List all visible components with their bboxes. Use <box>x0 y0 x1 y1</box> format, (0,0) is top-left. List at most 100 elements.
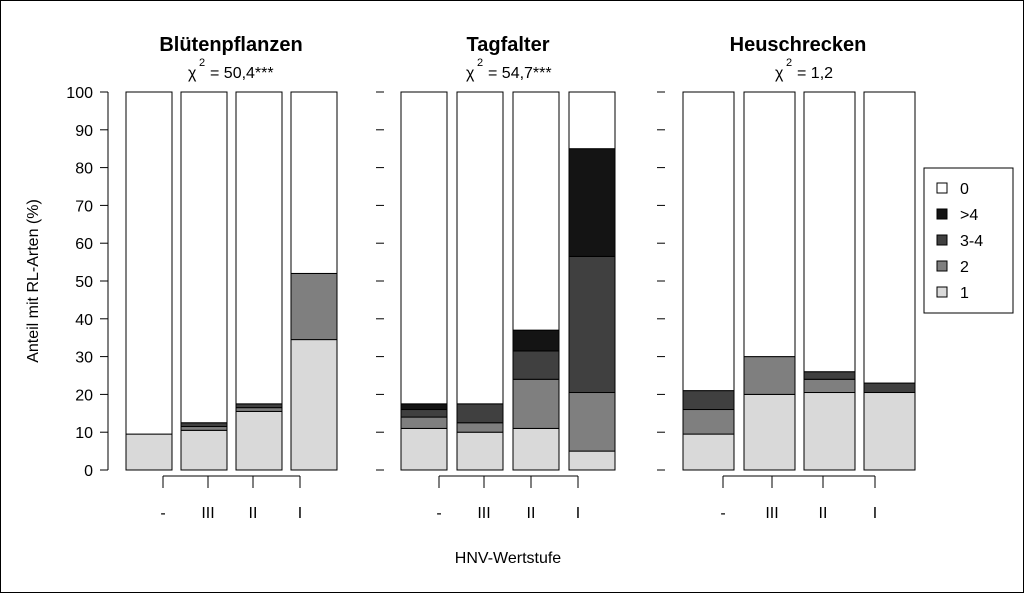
bar-segment-1 <box>863 392 916 471</box>
x-axis: - III II I <box>436 475 580 522</box>
bar-segment-0 <box>803 91 856 373</box>
bar-segment-0 <box>290 91 338 274</box>
bar-segment-3-4 <box>400 409 448 418</box>
chi-value: = 50,4*** <box>210 65 274 82</box>
legend-swatch <box>936 286 948 298</box>
bar-segment-1 <box>512 427 560 471</box>
bar-segment-2 <box>568 392 616 452</box>
legend-swatch <box>936 182 948 194</box>
y-tick-label: 70 <box>75 198 93 215</box>
y-tick-label: 10 <box>75 425 93 442</box>
x-tick-label: I <box>298 505 302 522</box>
panel-title: Blütenpflanzen <box>159 34 302 56</box>
x-axis-label: HNV-Wertstufe <box>455 550 562 567</box>
legend-swatch <box>936 260 948 272</box>
bar-segment-0 <box>863 91 916 384</box>
y-tick-label: 40 <box>75 312 93 329</box>
chi-square-annotation: χ 2 = 54,7*** <box>466 57 552 82</box>
bar-segment-3-4 <box>512 350 560 380</box>
bar-segment-2 <box>512 378 560 429</box>
bar-segment-1 <box>125 433 173 471</box>
legend-swatch <box>936 234 948 246</box>
bar-segment-1 <box>743 393 796 471</box>
bar-segment-3-4 <box>568 255 616 394</box>
x-tick-label: III <box>201 505 214 522</box>
bar-segment-0 <box>235 91 283 405</box>
x-axis: - III II I <box>720 475 877 522</box>
bar-segment-2 <box>682 409 735 435</box>
bar-segment-1 <box>235 410 283 471</box>
chi-superscript: 2 <box>199 57 205 69</box>
chi-superscript: 2 <box>786 57 792 69</box>
bar-segment-0 <box>180 91 228 424</box>
bar-segment-3-4 <box>803 371 856 380</box>
bar-segment-3-4 <box>456 403 504 424</box>
bar-segment-1 <box>180 429 228 471</box>
x-tick-label: III <box>477 505 490 522</box>
y-tick-label: 50 <box>75 274 93 291</box>
bar-segment-gt4 <box>512 329 560 352</box>
x-axis: - III II I <box>160 475 302 522</box>
chi-square-annotation: χ 2 = 50,4*** <box>188 57 274 82</box>
bar-segment-2 <box>235 407 283 412</box>
panel-title: Heuschrecken <box>730 34 867 56</box>
x-tick-label: II <box>527 505 536 522</box>
x-tick-label: - <box>720 505 725 522</box>
bar-segment-1 <box>803 392 856 471</box>
legend-swatch <box>936 208 948 220</box>
x-tick-label: - <box>436 505 441 522</box>
legend-label: 0 <box>960 181 969 198</box>
x-tick-label: III <box>765 505 778 522</box>
bars <box>400 91 616 471</box>
bar-segment-3-4 <box>235 403 283 409</box>
bar-segment-3-4 <box>180 422 228 428</box>
y-tick-label: 30 <box>75 350 93 367</box>
bars <box>682 91 916 471</box>
legend-label: 1 <box>960 285 969 302</box>
bar-segment-0 <box>682 91 735 392</box>
y-tick-label: 0 <box>84 463 93 480</box>
bar-segment-0 <box>743 91 796 358</box>
legend-label: >4 <box>960 207 978 224</box>
x-tick-label: II <box>249 505 258 522</box>
bar-segment-3-4 <box>682 390 735 411</box>
bar-segment-0 <box>512 91 560 331</box>
bar-segment-1 <box>568 450 616 471</box>
bar-segment-0 <box>125 91 173 435</box>
bar-segment-2 <box>180 426 228 431</box>
bar-segment-gt4 <box>400 403 448 411</box>
bar-segment-0 <box>400 91 448 405</box>
bar-segment-1 <box>456 431 504 471</box>
y-tick-label: 80 <box>75 161 93 178</box>
y-axis-label: Anteil mit RL-Arten (%) <box>25 199 42 363</box>
panel-bluetenpflanzen: Blütenpflanzen χ 2 = 50,4*** - III II I <box>125 34 338 522</box>
x-tick-label: - <box>160 505 165 522</box>
y-tick-label: 20 <box>75 387 93 404</box>
bars <box>125 91 338 471</box>
bar-segment-0 <box>568 91 616 150</box>
y-tick-label: 90 <box>75 123 93 140</box>
bar-segment-3-4 <box>863 382 916 394</box>
bar-segment-0 <box>456 91 504 405</box>
chi-value: = 1,2 <box>797 65 833 82</box>
x-tick-label: II <box>819 505 828 522</box>
chi-square-annotation: χ 2 = 1,2 <box>775 57 833 82</box>
panel-tagfalter: Tagfalter χ 2 = 54,7*** - III II I <box>400 34 616 522</box>
bar-segment-1 <box>682 433 735 471</box>
x-tick-label: I <box>873 505 877 522</box>
chi-superscript: 2 <box>477 57 483 69</box>
bar-segment-1 <box>400 427 448 471</box>
bar-segment-2 <box>456 422 504 433</box>
legend-label: 2 <box>960 259 969 276</box>
bar-segment-2 <box>743 356 796 395</box>
y-tick-label: 100 <box>66 85 93 102</box>
chi-symbol: χ <box>188 65 197 82</box>
bar-segment-2 <box>400 416 448 429</box>
panel-heuschrecken: Heuschrecken χ 2 = 1,2 - III II I <box>682 34 916 522</box>
legend: 0 >4 3-4 2 1 <box>923 167 1014 314</box>
x-tick-label: I <box>576 505 580 522</box>
panel-title: Tagfalter <box>467 34 550 56</box>
chi-symbol: χ <box>466 65 475 82</box>
bar-segment-1 <box>290 339 338 471</box>
y-tick-label: 60 <box>75 236 93 253</box>
